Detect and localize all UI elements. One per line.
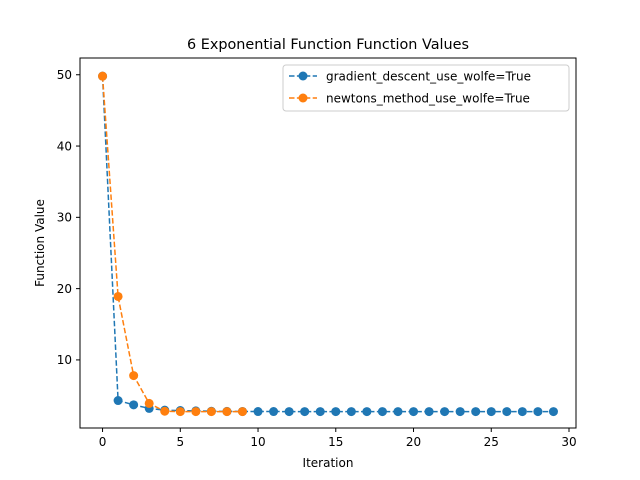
y-tick-label: 50 bbox=[57, 68, 72, 82]
x-tick-label: 15 bbox=[328, 435, 343, 449]
series-point-0 bbox=[409, 407, 419, 417]
series-point-0 bbox=[517, 407, 527, 417]
y-tick-label: 10 bbox=[57, 353, 72, 367]
series-point-1 bbox=[129, 371, 139, 381]
legend-label-0: gradient_descent_use_wolfe=True bbox=[326, 70, 531, 84]
y-tick-label: 20 bbox=[57, 282, 72, 296]
y-tick-label: 30 bbox=[57, 211, 72, 225]
legend-marker-1 bbox=[298, 93, 308, 103]
series-point-0 bbox=[377, 407, 387, 417]
series-point-1 bbox=[160, 406, 170, 416]
y-tick-label: 40 bbox=[57, 139, 72, 153]
series-point-0 bbox=[129, 400, 139, 410]
series-point-0 bbox=[533, 407, 543, 417]
y-axis: 10 20 30 40 50 bbox=[57, 68, 80, 367]
x-axis-label: Iteration bbox=[303, 456, 354, 470]
plot-area bbox=[98, 71, 558, 417]
series-point-1 bbox=[98, 71, 108, 81]
x-tick-label: 0 bbox=[99, 435, 107, 449]
series-point-0 bbox=[253, 407, 263, 417]
series-point-1 bbox=[191, 407, 201, 417]
legend: gradient_descent_use_wolfe=True newtons_m… bbox=[282, 64, 570, 112]
x-tick-label: 30 bbox=[561, 435, 576, 449]
y-axis-label: Function Value bbox=[33, 199, 47, 287]
series-point-0 bbox=[486, 407, 496, 417]
legend-marker-0 bbox=[298, 71, 308, 81]
series-point-1 bbox=[175, 407, 185, 417]
series-point-1 bbox=[237, 407, 247, 417]
series-point-0 bbox=[548, 407, 558, 417]
series-point-0 bbox=[471, 407, 481, 417]
series-point-0 bbox=[393, 407, 403, 417]
axes-frame bbox=[79, 57, 577, 429]
series-point-0 bbox=[315, 407, 325, 417]
series-point-0 bbox=[269, 407, 279, 417]
x-tick-label: 25 bbox=[484, 435, 499, 449]
series-point-0 bbox=[424, 407, 434, 417]
series-line-1 bbox=[101, 76, 243, 413]
series-point-0 bbox=[284, 407, 294, 417]
series-point-0 bbox=[362, 407, 372, 417]
x-tick-label: 10 bbox=[250, 435, 265, 449]
series-point-0 bbox=[440, 407, 450, 417]
chart-title: 6 Exponential Function Function Values bbox=[187, 37, 469, 53]
series-point-0 bbox=[113, 396, 123, 406]
legend-label-1: newtons_method_use_wolfe=True bbox=[326, 92, 530, 106]
x-tick-label: 5 bbox=[176, 435, 184, 449]
series-point-1 bbox=[113, 291, 123, 301]
series-point-1 bbox=[222, 407, 232, 417]
series-point-0 bbox=[346, 407, 356, 417]
series-point-0 bbox=[300, 407, 310, 417]
x-axis: 0 5 10 15 20 25 30 bbox=[99, 428, 577, 449]
series-point-0 bbox=[502, 407, 512, 417]
series-point-0 bbox=[331, 407, 341, 417]
series-point-0 bbox=[455, 407, 465, 417]
series-point-1 bbox=[144, 398, 154, 408]
legend-box bbox=[282, 64, 570, 112]
x-tick-label: 20 bbox=[406, 435, 421, 449]
series-point-1 bbox=[206, 407, 216, 417]
